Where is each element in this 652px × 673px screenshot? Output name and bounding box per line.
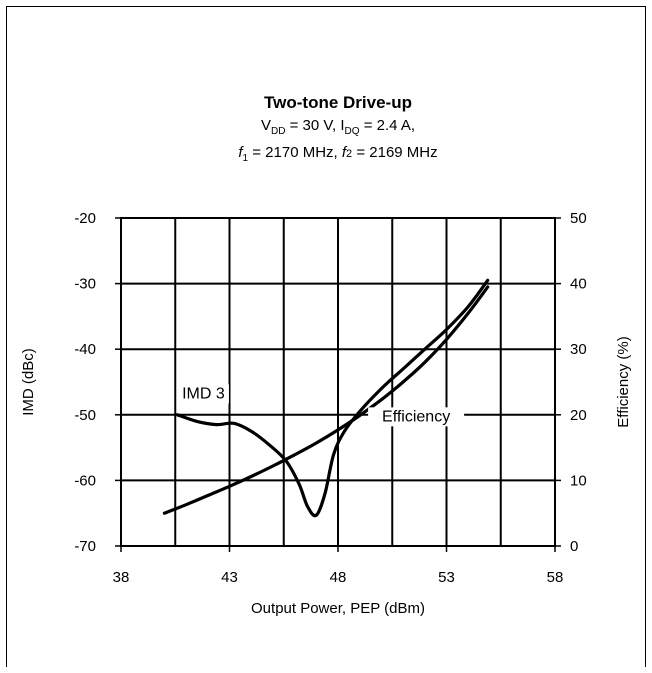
annotation-bg-imd-3 xyxy=(177,384,229,404)
y-left-tick-label: -30 xyxy=(74,276,96,293)
x-tick-label: 58 xyxy=(547,569,564,586)
y-right-tick-label: 20 xyxy=(570,407,587,424)
y-left-tick-label: -50 xyxy=(74,407,96,424)
y-axis-label-left: IMD (dBc) xyxy=(20,348,37,416)
x-tick-label: 53 xyxy=(438,569,455,586)
y-right-tick-label: 30 xyxy=(570,341,587,358)
series-line-efficiency xyxy=(162,285,490,515)
y-axis-label-right: Efficiency (%) xyxy=(615,336,632,427)
annotation-bg-efficiency xyxy=(368,407,465,427)
y-right-tick-label: 40 xyxy=(570,276,587,293)
y-left-tick-label: -70 xyxy=(74,538,96,555)
y-right-tick-label: 0 xyxy=(570,538,578,555)
x-tick-label: 43 xyxy=(221,569,238,586)
chart-subtitle-line2: f1 = 2170 MHz, f2 = 2169 MHz xyxy=(238,144,437,164)
x-axis-label: Output Power, PEP (dBm) xyxy=(251,600,425,617)
series-line-imd-3 xyxy=(175,278,490,518)
y-right-tick-label: 10 xyxy=(570,472,587,489)
x-tick-label: 48 xyxy=(330,569,347,586)
chart-subtitle-line1: VDD = 30 V, IDQ = 2.4 A, xyxy=(261,117,415,137)
y-left-tick-label: -60 xyxy=(74,472,96,489)
x-tick-label: 38 xyxy=(113,569,130,586)
y-left-tick-label: -20 xyxy=(74,210,96,227)
plot-area: 38 43 48 53 58 -70 -60 -50 -40 -30 -20 0 10 20 30 40 50 I… xyxy=(74,210,586,586)
annotation-efficiency: Efficiency xyxy=(382,408,450,425)
y-right-tick-label: 50 xyxy=(570,210,587,227)
y-left-tick-label: -40 xyxy=(74,341,96,358)
chart-title: Two-tone Drive-up xyxy=(264,93,412,112)
figure-frame xyxy=(6,6,646,667)
annotation-imd-3: IMD 3 xyxy=(182,385,225,402)
